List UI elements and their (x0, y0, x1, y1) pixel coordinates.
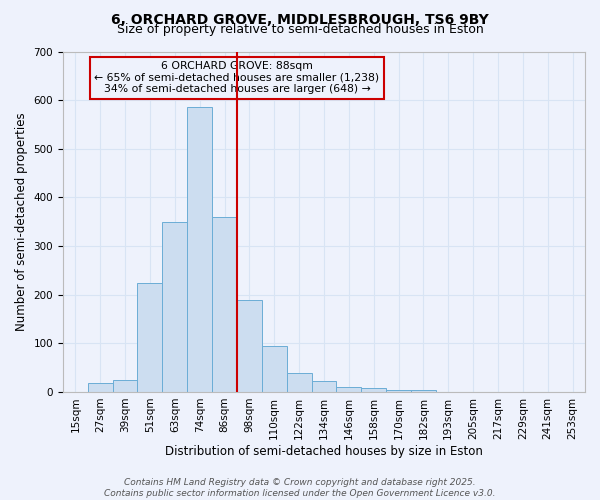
Bar (137, 282, 163, 392)
Bar (262, 346, 287, 392)
X-axis label: Distribution of semi-detached houses by size in Eston: Distribution of semi-detached houses by … (165, 444, 483, 458)
Bar (337, 387, 361, 392)
Bar (237, 300, 262, 392)
Bar (411, 390, 436, 392)
Bar (88, 383, 113, 392)
Bar (311, 382, 337, 392)
Bar (187, 108, 212, 392)
Bar (287, 372, 311, 392)
Bar (212, 217, 237, 392)
Text: Contains HM Land Registry data © Crown copyright and database right 2025.
Contai: Contains HM Land Registry data © Crown c… (104, 478, 496, 498)
Bar (113, 380, 137, 392)
Bar (361, 388, 386, 392)
Text: 6, ORCHARD GROVE, MIDDLESBROUGH, TS6 9BY: 6, ORCHARD GROVE, MIDDLESBROUGH, TS6 9BY (111, 12, 489, 26)
Bar (163, 222, 187, 392)
Text: Size of property relative to semi-detached houses in Eston: Size of property relative to semi-detach… (116, 22, 484, 36)
Y-axis label: Number of semi-detached properties: Number of semi-detached properties (15, 112, 28, 331)
Text: 6 ORCHARD GROVE: 88sqm
← 65% of semi-detached houses are smaller (1,238)
34% of : 6 ORCHARD GROVE: 88sqm ← 65% of semi-det… (94, 61, 379, 94)
Bar (386, 390, 411, 392)
